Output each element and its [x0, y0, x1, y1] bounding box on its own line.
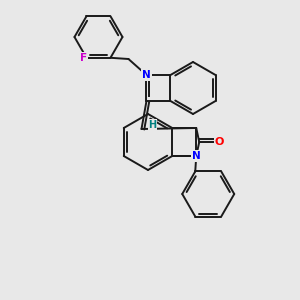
Text: N: N	[142, 70, 151, 80]
Text: O: O	[214, 137, 224, 147]
Text: N: N	[192, 151, 201, 161]
Text: H: H	[148, 120, 157, 130]
Text: F: F	[80, 53, 87, 63]
